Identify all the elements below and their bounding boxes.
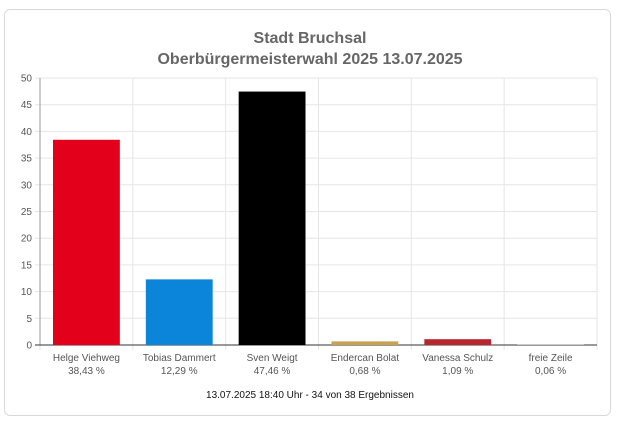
chart-subtitle: Oberbürgermeisterwahl 2025 13.07.2025 xyxy=(157,51,463,68)
y-tick-label: 40 xyxy=(21,127,33,138)
y-tick-label: 10 xyxy=(21,287,33,298)
chart-footer: 13.07.2025 18:40 Uhr - 34 von 38 Ergebni… xyxy=(206,390,414,401)
chart-title: Stadt Bruchsal xyxy=(253,30,367,47)
value-label: 1,09 % xyxy=(442,366,473,377)
y-tick-label: 15 xyxy=(21,260,33,271)
bar xyxy=(52,139,120,345)
y-tick-label: 0 xyxy=(26,341,32,352)
y-tick-label: 30 xyxy=(21,180,33,191)
bar xyxy=(424,339,492,345)
x-tick-label: freie Zeile xyxy=(529,353,573,364)
value-label: 47,46 % xyxy=(254,366,291,377)
bar xyxy=(331,341,399,345)
bar xyxy=(145,279,213,345)
x-tick-label: Endercan Bolat xyxy=(331,353,400,364)
x-tick-label: Helge Viehweg xyxy=(53,353,120,364)
y-tick-label: 25 xyxy=(21,207,33,218)
value-label: 0,68 % xyxy=(349,366,380,377)
y-tick-label: 45 xyxy=(21,100,33,111)
x-tick-label: Tobias Dammert xyxy=(143,353,216,364)
y-tick-label: 35 xyxy=(21,154,33,165)
x-tick-label: Vanessa Schulz xyxy=(422,353,493,364)
y-tick-label: 5 xyxy=(26,314,32,325)
value-label: 12,29 % xyxy=(161,366,198,377)
x-tick-label: Sven Weigt xyxy=(247,353,298,364)
y-tick-label: 20 xyxy=(21,234,33,245)
bar xyxy=(238,91,306,345)
value-label: 38,43 % xyxy=(68,366,105,377)
value-label: 0,06 % xyxy=(535,366,566,377)
y-tick-label: 50 xyxy=(21,74,33,85)
